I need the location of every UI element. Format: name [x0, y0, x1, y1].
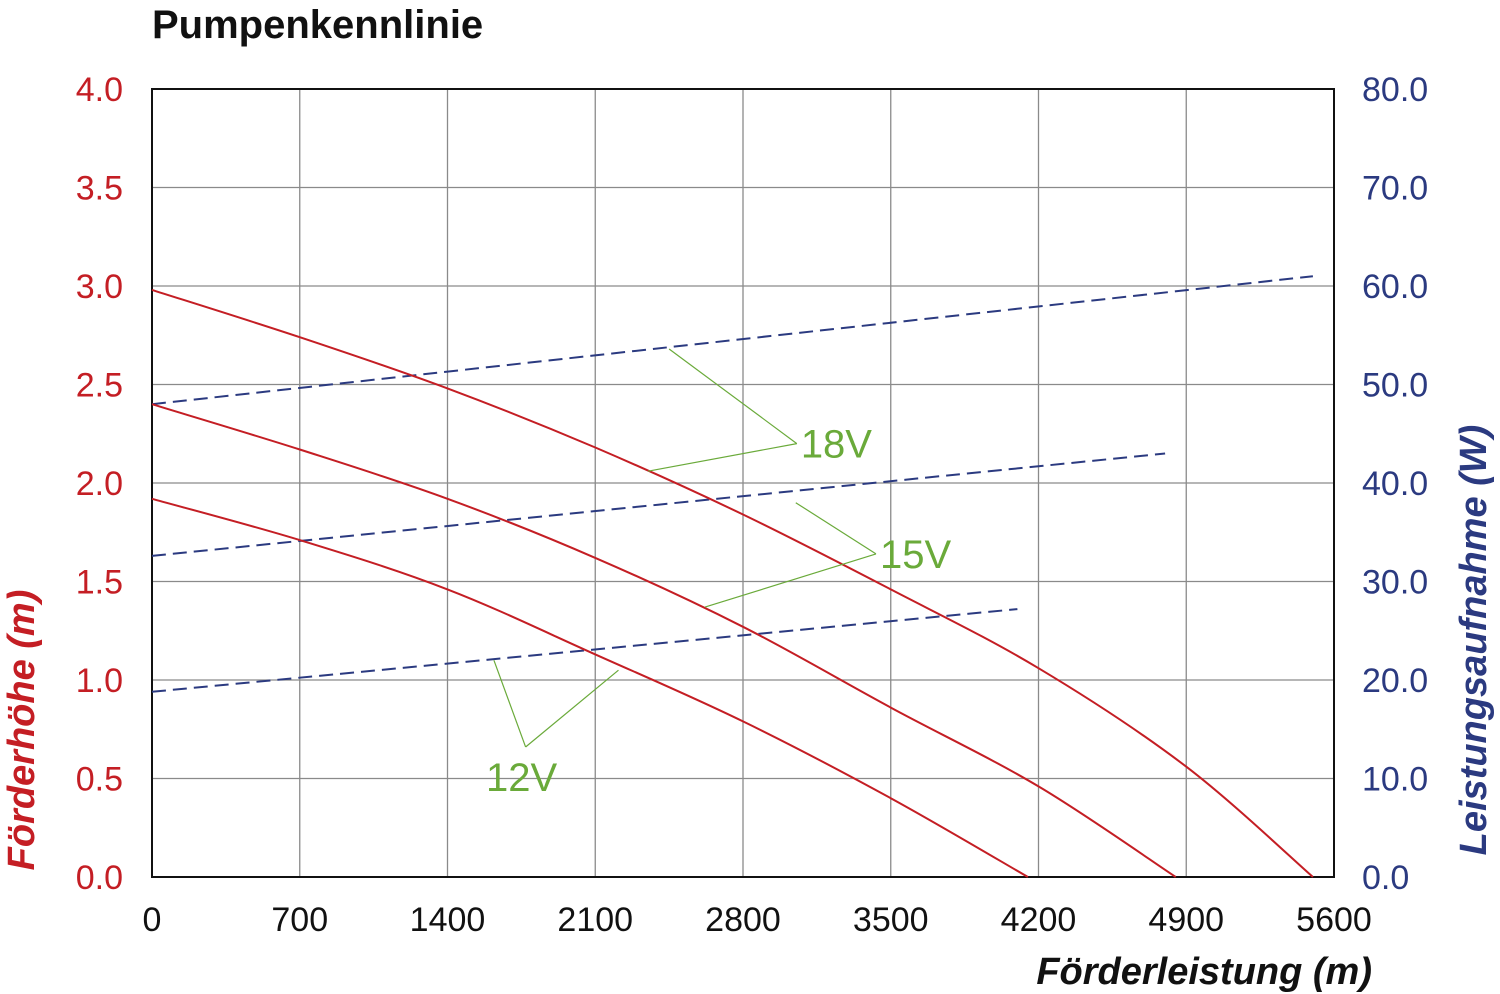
- grid: [152, 89, 1334, 877]
- plot-frame: [151, 88, 1335, 878]
- x-tick-label: 1400: [410, 901, 486, 939]
- left-tick-label: 0.5: [76, 761, 123, 799]
- left-tick-label: 1.0: [76, 662, 123, 700]
- right-axis-ticks: 0.0 10.0 20.0 30.0 40.0 50.0 60.0 70.0 80.0: [1362, 71, 1428, 897]
- left-tick-label: 2.5: [76, 367, 123, 405]
- voltage-label-15v: 15V: [880, 533, 951, 577]
- head-curve-12v: [151, 497, 1029, 878]
- annotation-pointer: [795, 502, 877, 555]
- left-tick-label: 0.0: [76, 859, 123, 897]
- annotations: 18V 15V 12V: [486, 348, 951, 800]
- power-line-15v: [151, 452, 1166, 557]
- x-tick-label: 5600: [1296, 901, 1372, 939]
- head-curves: [151, 288, 1314, 878]
- x-tick-label: 700: [271, 901, 328, 939]
- head-curve-18v: [151, 288, 1314, 878]
- right-tick-label: 20.0: [1362, 662, 1428, 700]
- left-tick-label: 2.0: [76, 465, 123, 503]
- annotation-pointer: [647, 443, 797, 472]
- x-axis-label: Förderleistung (m): [1036, 951, 1372, 993]
- x-tick-label: 4900: [1148, 901, 1224, 939]
- right-tick-label: 60.0: [1362, 268, 1428, 306]
- x-tick-label: 2800: [705, 901, 781, 939]
- x-tick-label: 0: [143, 901, 162, 939]
- power-line-12v: [151, 608, 1018, 693]
- right-tick-label: 80.0: [1362, 71, 1428, 109]
- annotation-pointer: [525, 669, 619, 748]
- left-axis-ticks: 0.0 0.5 1.0 1.5 2.0 2.5 3.0 3.5 4.0: [76, 71, 123, 897]
- x-tick-label: 4200: [1001, 901, 1077, 939]
- x-axis-ticks: 0 700 1400 2100 2800 3500 4200 4900 5600: [143, 901, 1372, 939]
- left-tick-label: 3.0: [76, 268, 123, 306]
- head-curve-15v: [151, 403, 1177, 878]
- right-tick-label: 70.0: [1362, 170, 1428, 208]
- power-lines: [151, 275, 1314, 693]
- annotation-pointer: [493, 660, 527, 748]
- right-tick-label: 0.0: [1362, 859, 1409, 897]
- x-tick-label: 2100: [557, 901, 633, 939]
- left-tick-label: 3.5: [76, 170, 123, 208]
- annotation-pointer: [668, 348, 798, 445]
- voltage-label-18v: 18V: [801, 423, 872, 467]
- x-tick-label: 3500: [853, 901, 929, 939]
- right-tick-label: 40.0: [1362, 465, 1428, 503]
- left-tick-label: 4.0: [76, 71, 123, 109]
- right-tick-label: 50.0: [1362, 367, 1428, 405]
- right-axis-label: Leistungsaufnahme (W): [1453, 425, 1495, 856]
- annotation-pointer: [704, 553, 877, 608]
- right-tick-label: 30.0: [1362, 564, 1428, 602]
- left-axis-label: Förderhöhe (m): [1, 590, 43, 871]
- chart-title: Pumpenkennlinie: [152, 3, 483, 47]
- voltage-label-12v: 12V: [486, 756, 557, 800]
- left-tick-label: 1.5: [76, 564, 123, 602]
- right-tick-label: 10.0: [1362, 761, 1428, 799]
